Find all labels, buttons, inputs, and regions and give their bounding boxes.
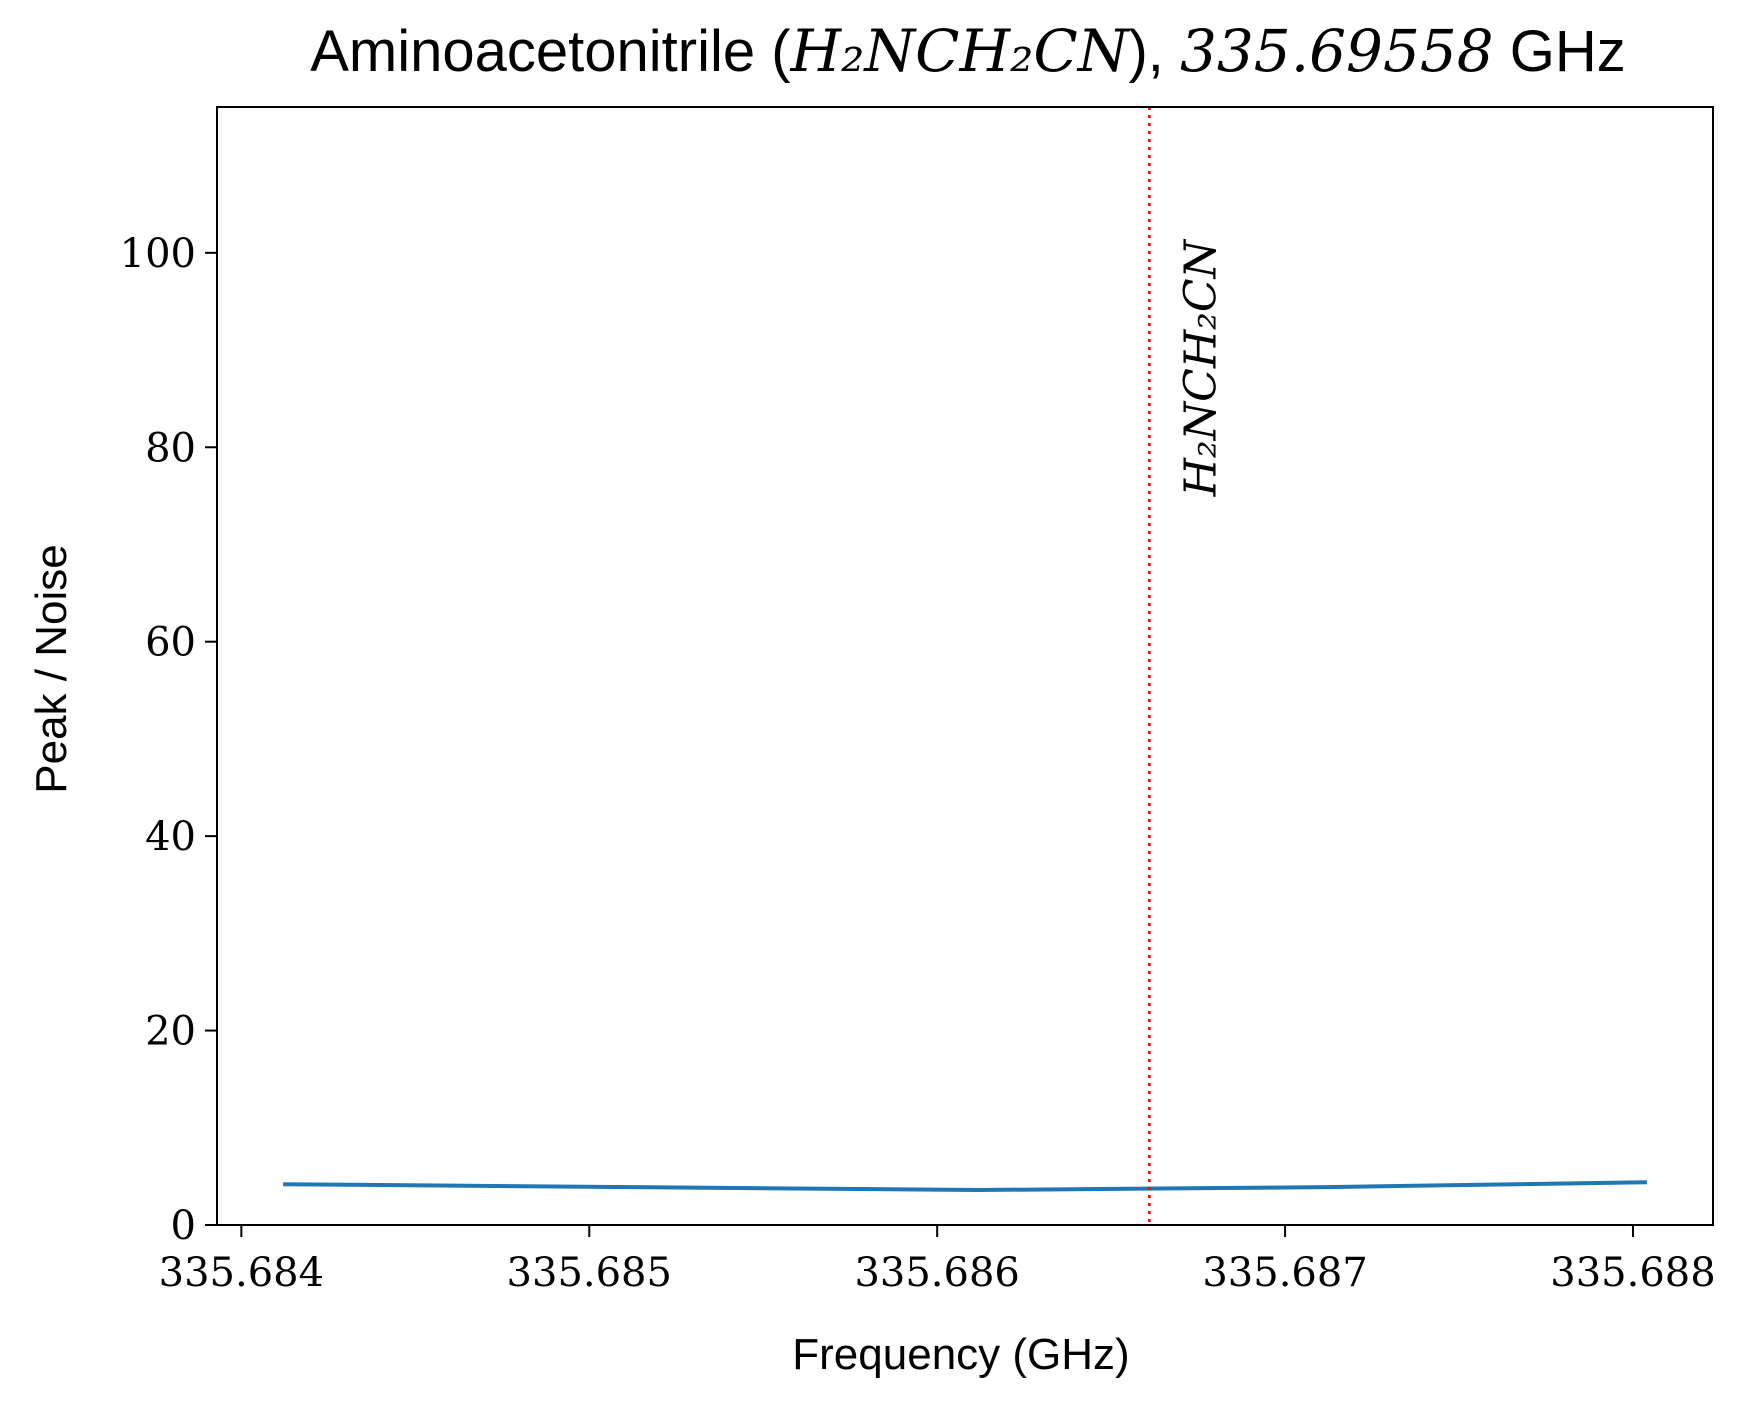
plot-background bbox=[217, 107, 1713, 1225]
y-tick-label: 20 bbox=[145, 1009, 196, 1055]
x-axis-label: Frequency (GHz) bbox=[792, 1330, 1129, 1379]
x-tick-label: 335.687 bbox=[1202, 1250, 1367, 1296]
chart-title: Aminoacetonitrile (H₂NCH₂CN), 335.69558 … bbox=[310, 17, 1626, 85]
y-tick-label: 0 bbox=[171, 1203, 196, 1249]
x-tick-label: 335.686 bbox=[854, 1250, 1019, 1296]
series-line-0 bbox=[283, 1180, 1647, 1192]
x-tick-label: 335.685 bbox=[507, 1250, 672, 1296]
y-tick-label: 60 bbox=[145, 620, 196, 666]
axis-ticks: 335.684 335.685 335.686 335.687 335.688 0 20 40… bbox=[120, 231, 1716, 1296]
plot-frame bbox=[216, 106, 1714, 1226]
y-tick-label: 80 bbox=[145, 425, 196, 471]
y-tick-label: 40 bbox=[145, 814, 196, 860]
y-axis-label: Peak / Noise bbox=[27, 544, 76, 793]
x-tick-label: 335.688 bbox=[1550, 1250, 1715, 1296]
y-tick-label: 100 bbox=[120, 231, 196, 277]
plot-area: H₂NCH₂CN bbox=[216, 106, 1714, 1226]
reference-line-label-0: H₂NCH₂CN bbox=[1175, 239, 1226, 498]
x-tick-label: 335.684 bbox=[159, 1250, 324, 1296]
